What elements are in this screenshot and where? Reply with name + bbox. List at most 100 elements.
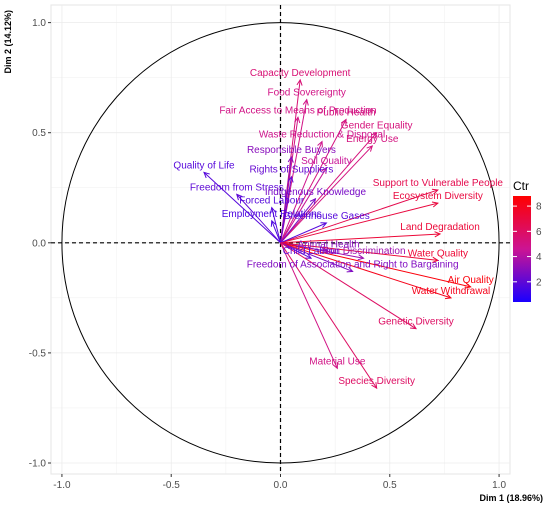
- variable-arrowhead: [302, 98, 309, 106]
- variable-label: Capacity Development: [250, 68, 351, 79]
- variable-arrowhead: [340, 118, 347, 126]
- variable-label: Non Discrimination: [322, 246, 406, 257]
- x-axis-label: Dim 1 (18.96%): [479, 493, 543, 503]
- variable-arrow: [280, 242, 438, 261]
- variable-arrowhead: [270, 219, 277, 227]
- variable-label: Species Diversity: [338, 376, 415, 387]
- variable-label: Support to Vulnerable People: [373, 178, 504, 189]
- variable-arrowhead: [270, 206, 276, 214]
- variable-label: Water Quality: [408, 248, 468, 259]
- variable-arrowhead: [296, 78, 303, 86]
- variable-label: Energy Use: [346, 134, 399, 145]
- x-tick-label: -1.0: [53, 480, 71, 491]
- variable-arrow: [280, 242, 364, 259]
- variable-arrow: [280, 145, 373, 244]
- variable-arrowhead: [431, 188, 439, 195]
- variable-arrowhead: [434, 231, 442, 238]
- variable-arrowhead: [366, 145, 374, 152]
- legend-tick-label: 6: [536, 227, 542, 238]
- variable-label: Soil Quality: [301, 156, 352, 167]
- variable-labels: Capacity Development Food Sovereignty Fair…: [173, 68, 503, 387]
- variable-arrowhead: [287, 175, 294, 183]
- variable-arrowhead: [317, 140, 323, 148]
- variable-arrow: [280, 198, 316, 244]
- variable-label: Waste Reduction & Disposal: [259, 130, 385, 141]
- variable-label: Gender Equality: [341, 121, 413, 132]
- variable-label: Land Degradation: [400, 222, 480, 233]
- variable-label: Material Use: [309, 356, 366, 367]
- variable-arrow: [280, 156, 292, 243]
- variable-arrows: [203, 78, 472, 390]
- legend-tick-label: 8: [536, 202, 542, 213]
- variable-label: Employment Relations: [222, 209, 322, 220]
- variable-arrowhead: [357, 254, 365, 261]
- variable-label: Responsible Buyers: [247, 145, 336, 156]
- variable-arrow: [280, 242, 312, 259]
- variable-arrowhead: [320, 222, 328, 228]
- variable-arrowhead: [305, 253, 313, 259]
- variable-label: Child Labour: [283, 246, 340, 257]
- variable-label: Genetic Diversity: [378, 317, 454, 328]
- variable-arrowhead: [203, 171, 210, 179]
- variable-arrowhead: [294, 116, 301, 124]
- variable-label: Forced Labour: [239, 196, 305, 207]
- x-tick-label: 1.0: [492, 480, 506, 491]
- variable-arrowhead: [432, 256, 440, 263]
- variable-arrow: [203, 171, 281, 244]
- variable-label: Ecosystem Diversity: [393, 191, 483, 202]
- variable-arrowhead: [370, 131, 378, 139]
- y-tick-label: -0.5: [29, 348, 47, 359]
- variable-arrowhead: [464, 282, 472, 289]
- variable-arrow: [271, 207, 281, 243]
- variable-arrow: [236, 194, 281, 244]
- variable-arrow: [280, 189, 439, 244]
- variable-label: Water Withdrawal: [412, 286, 491, 297]
- y-tick-label: 0.0: [32, 238, 46, 249]
- variable-arrow: [280, 141, 323, 243]
- variable-label: Indigenous Knowledge: [265, 187, 367, 198]
- variable-arrow: [280, 167, 327, 244]
- variable-arrow: [280, 242, 452, 299]
- variable-arrow: [280, 242, 353, 272]
- x-tick-label: 0.0: [274, 480, 288, 491]
- variable-arrowhead: [371, 382, 378, 390]
- variable-arrow: [280, 242, 338, 369]
- legend: Ctr 2 4 6 8: [513, 179, 542, 302]
- y-tick-label: -1.0: [29, 458, 47, 469]
- variable-label: Fair Access to Means of Production: [219, 105, 376, 116]
- variable-arrow: [280, 132, 378, 244]
- variable-label: Quality of Life: [173, 160, 235, 171]
- variable-arrowhead: [346, 266, 354, 273]
- variable-arrow: [280, 233, 441, 244]
- variable-label: Air Quality: [448, 275, 494, 286]
- variable-arrowhead: [236, 193, 243, 201]
- variable-arrowhead: [444, 293, 453, 300]
- variable-label: Rights of Suppliers: [249, 165, 333, 176]
- y-axis-label: Dim 2 (14.12%): [3, 10, 13, 74]
- legend-ticks: 2 4 6 8: [513, 202, 542, 288]
- variable-arrowhead: [431, 201, 439, 208]
- axes: -1.0 -0.5 0.0 0.5 1.0 1.0 0.5 0.0 -0.5 -1.0: [29, 18, 507, 491]
- variable-label: Freedom from Stress: [190, 182, 284, 193]
- x-tick-label: 0.5: [383, 480, 397, 491]
- variable-arrow: [271, 220, 281, 243]
- variable-arrow: [280, 202, 438, 244]
- variable-arrow: [280, 242, 471, 288]
- legend-tick-label: 2: [536, 277, 542, 288]
- variable-arrowhead: [287, 155, 294, 163]
- variable-arrowhead: [409, 323, 417, 330]
- variable-arrowhead: [309, 197, 317, 205]
- legend-colorbar: [513, 196, 531, 302]
- legend-tick-label: 4: [536, 252, 542, 263]
- y-tick-label: 1.0: [32, 18, 46, 29]
- variable-label: Animal Health: [297, 240, 359, 251]
- x-tick-label: -0.5: [163, 480, 181, 491]
- variable-arrowhead: [332, 362, 338, 370]
- variable-label: Greenhouse Gases: [283, 211, 370, 222]
- variable-arrow: [280, 119, 347, 244]
- variable-label: Freedom of Association and Right to Barg…: [247, 259, 459, 270]
- legend-title: Ctr: [513, 179, 529, 193]
- variable-arrow: [280, 242, 417, 330]
